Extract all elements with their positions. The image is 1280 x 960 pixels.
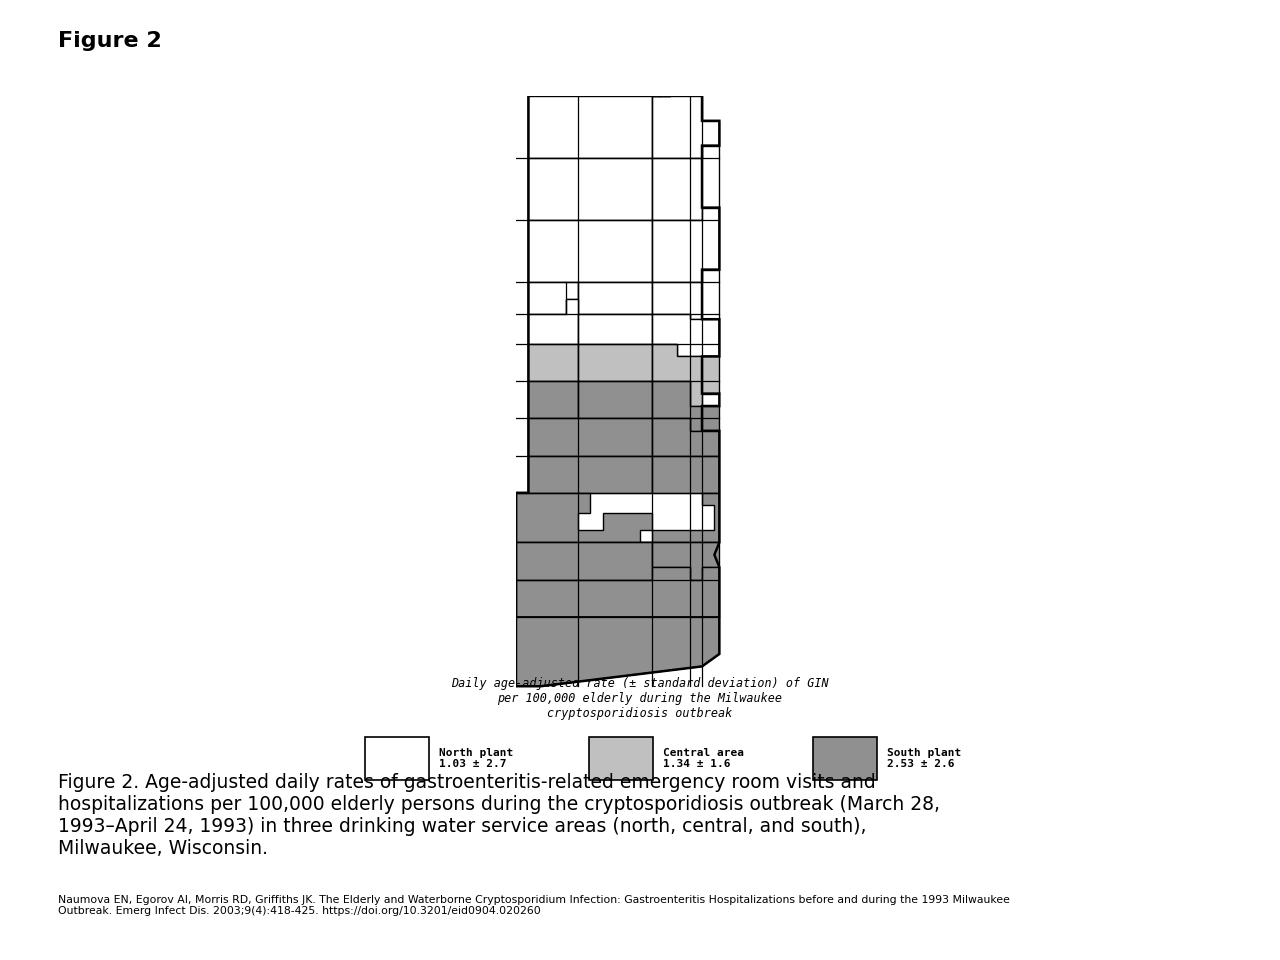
Polygon shape <box>529 158 653 220</box>
FancyBboxPatch shape <box>365 737 429 780</box>
Polygon shape <box>653 419 719 456</box>
Polygon shape <box>579 314 653 344</box>
Polygon shape <box>516 542 653 580</box>
Polygon shape <box>653 207 719 282</box>
Text: South plant
2.53 ± 2.6: South plant 2.53 ± 2.6 <box>887 748 961 769</box>
Polygon shape <box>653 344 719 406</box>
FancyBboxPatch shape <box>813 737 877 780</box>
Polygon shape <box>579 282 653 314</box>
Text: Naumova EN, Egorov AI, Morris RD, Griffiths JK. The Elderly and Waterborne Crypt: Naumova EN, Egorov AI, Morris RD, Griffi… <box>58 895 1010 916</box>
Text: Figure 2. Age-adjusted daily rates of gastroenteritis-related emergency room vis: Figure 2. Age-adjusted daily rates of ga… <box>58 773 940 858</box>
Polygon shape <box>529 456 653 492</box>
Text: Central area
1.34 ± 1.6: Central area 1.34 ± 1.6 <box>663 748 744 769</box>
FancyBboxPatch shape <box>589 737 653 780</box>
Polygon shape <box>529 381 579 419</box>
Polygon shape <box>653 314 719 356</box>
Polygon shape <box>529 96 653 158</box>
Polygon shape <box>529 220 653 282</box>
Polygon shape <box>579 381 653 419</box>
Polygon shape <box>516 567 719 616</box>
Polygon shape <box>653 96 719 158</box>
Polygon shape <box>516 492 719 542</box>
Polygon shape <box>529 300 579 344</box>
Polygon shape <box>653 456 719 492</box>
Polygon shape <box>653 270 719 319</box>
Text: Figure 2: Figure 2 <box>58 31 161 51</box>
Polygon shape <box>516 616 719 686</box>
Polygon shape <box>653 542 719 580</box>
Polygon shape <box>529 419 653 456</box>
Polygon shape <box>653 146 719 220</box>
Text: North plant
1.03 ± 2.7: North plant 1.03 ± 2.7 <box>439 748 513 769</box>
Polygon shape <box>653 381 719 431</box>
Polygon shape <box>653 84 669 96</box>
Polygon shape <box>529 282 579 314</box>
Polygon shape <box>579 344 653 381</box>
Text: Daily age-adjusted rate (± standard deviation) of GIN
per 100,000 elderly during: Daily age-adjusted rate (± standard devi… <box>451 677 829 720</box>
Polygon shape <box>529 344 579 381</box>
